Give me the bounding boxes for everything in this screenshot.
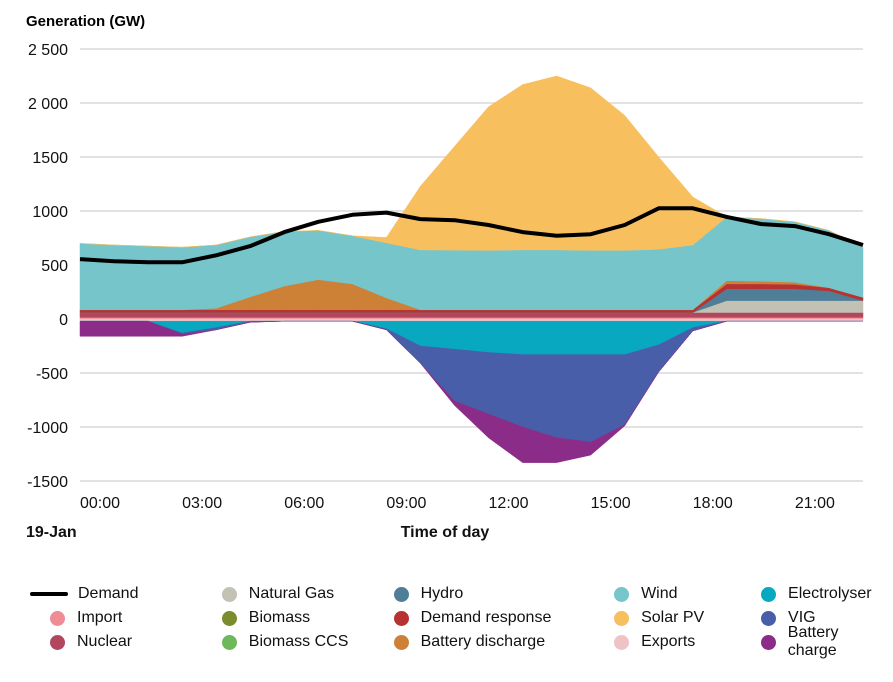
x-tick-label: 18:00 bbox=[693, 495, 733, 512]
legend-dot-swatch bbox=[393, 586, 409, 602]
legend-line-swatch bbox=[30, 592, 68, 596]
legend-label: VIG bbox=[788, 609, 816, 626]
legend-item-nuclear: Nuclear bbox=[30, 633, 202, 651]
x-tick-label: 09:00 bbox=[386, 495, 426, 512]
y-tick-label: 1500 bbox=[32, 150, 68, 167]
area-exports bbox=[79, 318, 864, 322]
legend-dot-swatch bbox=[221, 586, 237, 602]
legend-item-battery-discharge: Battery discharge bbox=[374, 633, 594, 651]
x-tick-labels: 00:00 03:00 06:00 09:00 12:00 15:00 18:00 21:00 bbox=[80, 495, 835, 512]
x-tick-label: 03:00 bbox=[182, 495, 222, 512]
legend-dot-swatch bbox=[50, 610, 65, 626]
legend-dot-swatch bbox=[221, 634, 237, 650]
legend-row: Import Biomass Demand response Solar PV VIG bbox=[30, 606, 890, 630]
legend-label: Battery discharge bbox=[420, 633, 546, 650]
area-battery-charge bbox=[79, 320, 863, 463]
y-tick-label: 2 500 bbox=[28, 42, 68, 59]
legend-item-demand-response: Demand response bbox=[374, 609, 594, 627]
y-tick-labels: 2 500 2 000 1500 1000 500 0 -500 -1000 -1500 bbox=[27, 42, 68, 491]
legend-label: Battery charge bbox=[787, 624, 839, 659]
legend-item-natural-gas: Natural Gas bbox=[202, 585, 374, 603]
legend-item-battery-charge: Battery charge bbox=[741, 624, 890, 660]
legend-label: Hydro bbox=[420, 585, 464, 602]
legend-label: Nuclear bbox=[77, 633, 133, 650]
y-tick-label: -1000 bbox=[27, 420, 68, 437]
y-tick-label: 2 000 bbox=[28, 96, 68, 113]
area-nuclear bbox=[79, 312, 864, 318]
legend-item-wind: Wind bbox=[594, 585, 741, 603]
legend-dot-swatch bbox=[614, 586, 630, 602]
demand-line-group bbox=[79, 206, 864, 265]
generation-chart: Generation (GW) 2 500 2 000 1500 1000 500 0 -5… bbox=[26, 13, 864, 541]
y-tick-label: -500 bbox=[36, 366, 68, 383]
legend-label: Natural Gas bbox=[248, 585, 335, 602]
legend-dot-swatch bbox=[393, 634, 409, 650]
legend-dot-swatch bbox=[50, 634, 65, 650]
y-axis-title: Generation (GW) bbox=[26, 13, 145, 30]
legend-label: Wind bbox=[641, 585, 678, 602]
y-tick-label: 0 bbox=[59, 312, 68, 329]
legend-label: Biomass bbox=[248, 609, 311, 626]
legend-item-biomass-ccs: Biomass CCS bbox=[202, 633, 374, 651]
legend-item-exports: Exports bbox=[594, 633, 741, 651]
legend-item-vig: VIG bbox=[741, 609, 890, 627]
legend: Demand Natural Gas Hydro Wind Electrolyser Im… bbox=[30, 582, 890, 659]
y-tick-label: 1000 bbox=[32, 204, 68, 221]
legend-label: Exports bbox=[641, 633, 696, 650]
line-demand bbox=[79, 206, 864, 265]
legend-dot-swatch bbox=[614, 610, 630, 626]
x-tick-label: 15:00 bbox=[591, 495, 631, 512]
legend-row: Nuclear Biomass CCS Battery discharge Expor… bbox=[30, 624, 890, 659]
legend-label: Electrolyser bbox=[788, 585, 872, 602]
stacked-areas bbox=[79, 75, 864, 463]
legend-label: Solar PV bbox=[641, 609, 705, 626]
legend-dot-swatch bbox=[761, 610, 777, 626]
y-tick-label: -1500 bbox=[27, 474, 68, 491]
legend-dot-swatch bbox=[761, 634, 776, 650]
legend-label: Demand bbox=[78, 585, 139, 602]
legend-item-solar-pv: Solar PV bbox=[594, 609, 741, 627]
legend-item-hydro: Hydro bbox=[374, 585, 594, 603]
legend-label: Demand response bbox=[420, 609, 552, 626]
legend-row: Demand Natural Gas Hydro Wind Electrolyser bbox=[30, 582, 890, 606]
x-axis-title: Time of day bbox=[401, 524, 490, 541]
area-electrolyser bbox=[80, 320, 863, 355]
legend-dot-swatch bbox=[761, 586, 777, 602]
legend-label: Biomass CCS bbox=[248, 633, 349, 650]
legend-item-import: Import bbox=[30, 609, 202, 627]
legend-dot-swatch bbox=[614, 634, 630, 650]
legend-item-electrolyser: Electrolyser bbox=[741, 585, 890, 603]
x-tick-label: 12:00 bbox=[489, 495, 529, 512]
legend-item-biomass: Biomass bbox=[202, 609, 374, 627]
legend-dot-swatch bbox=[393, 610, 409, 626]
y-tick-label: 500 bbox=[41, 258, 68, 275]
legend-item-demand: Demand bbox=[30, 585, 202, 603]
x-tick-label: 00:00 bbox=[80, 495, 120, 512]
legend-label: Import bbox=[77, 609, 123, 626]
x-tick-label: 06:00 bbox=[284, 495, 324, 512]
date-label: 19-Jan bbox=[26, 524, 77, 541]
x-tick-label: 21:00 bbox=[795, 495, 835, 512]
legend-dot-swatch bbox=[221, 610, 237, 626]
